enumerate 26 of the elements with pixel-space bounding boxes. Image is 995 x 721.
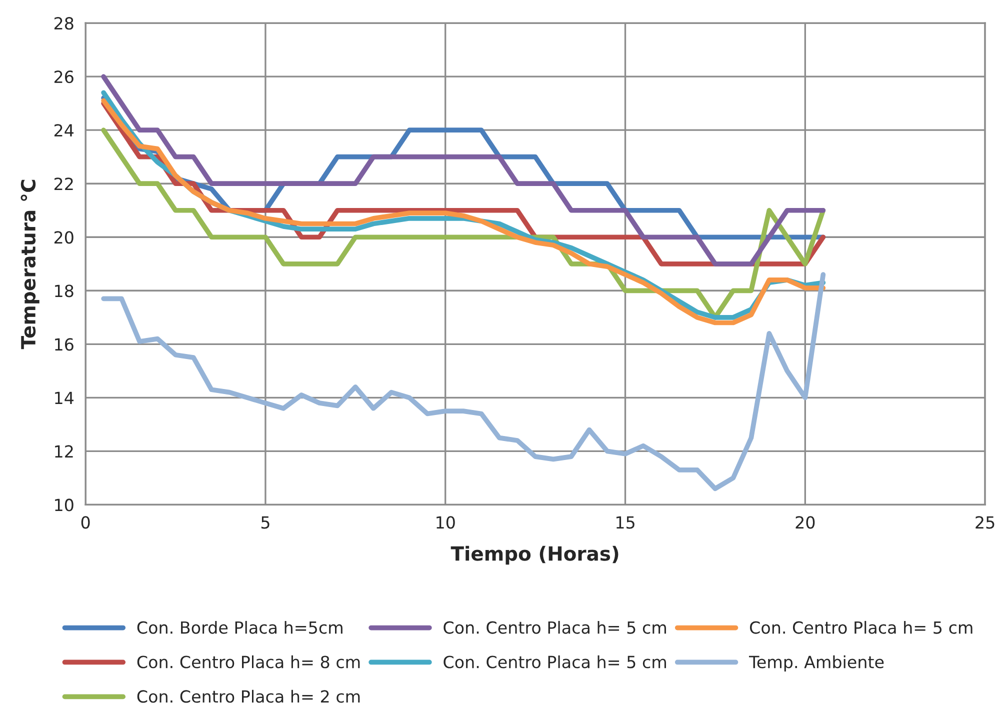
legend-label: Temp. Ambiente bbox=[748, 655, 884, 672]
y-tick-label: 12 bbox=[55, 445, 73, 458]
legend-label: Con. Centro Placa h= 8 cm bbox=[137, 655, 360, 668]
x-tick-label: 20 bbox=[796, 516, 815, 529]
y-tick-label: 14 bbox=[55, 392, 74, 404]
y-tick-label: 10 bbox=[55, 498, 74, 512]
y-tick-label: 22 bbox=[54, 178, 73, 190]
y-tick-label: 20 bbox=[54, 231, 74, 244]
line-series bbox=[101, 272, 826, 492]
y-tick-label: 16 bbox=[55, 338, 74, 351]
x-tick-label: 0 bbox=[81, 516, 90, 529]
x-tick-label: 15 bbox=[616, 516, 634, 529]
x-tick-label: 5 bbox=[261, 516, 270, 529]
legend-label: Con. Centro Placa h= 5 cm bbox=[750, 620, 972, 634]
y-tick-label: 18 bbox=[55, 284, 74, 298]
y-tick-label: 26 bbox=[54, 70, 74, 84]
legend-label: Con. Borde Placa h=5cm bbox=[137, 620, 342, 634]
y-tick-label: 28 bbox=[54, 17, 74, 30]
legend-label: Con. Centro Placa h= 2 cm bbox=[137, 690, 360, 703]
legend-label: Con. Centro Placa h= 5 cm bbox=[444, 620, 666, 634]
y-axis-title: Temperatura °C bbox=[20, 180, 40, 350]
x-tick-label: 10 bbox=[436, 516, 455, 529]
x-axis-title: Tiempo (Horas) bbox=[450, 546, 618, 565]
x-tick-label: 25 bbox=[976, 516, 994, 529]
legend-label: Con. Centro Placa h= 5 cm bbox=[444, 655, 666, 668]
y-tick-label: 24 bbox=[54, 124, 74, 136]
